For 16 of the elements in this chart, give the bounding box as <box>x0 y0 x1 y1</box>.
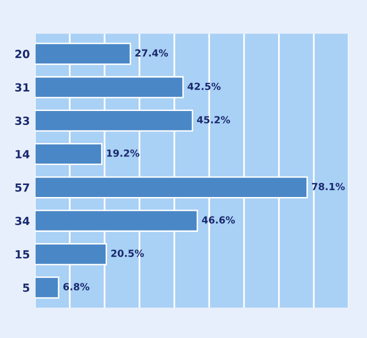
data-label: 27.4% <box>135 49 168 57</box>
y-tick-label: 20 <box>15 50 30 58</box>
data-label: 20.5% <box>111 250 144 257</box>
y-tick-label: 15 <box>16 250 30 259</box>
data-label: 46.6% <box>202 216 235 224</box>
data-label: 45.2% <box>197 116 230 124</box>
data-label: 6.8% <box>63 283 90 290</box>
y-tick-label: 57 <box>15 184 30 192</box>
y-tick-label: 34 <box>15 216 30 226</box>
y-tick-label: 33 <box>15 116 30 125</box>
data-label: 78.1% <box>312 182 345 190</box>
y-tick-label: 14 <box>16 150 30 158</box>
y-tick-label: 5 <box>23 284 30 292</box>
y-tick-label: 31 <box>15 83 30 92</box>
data-label: 19.2% <box>107 149 140 157</box>
data-label: 42.5% <box>188 82 221 90</box>
